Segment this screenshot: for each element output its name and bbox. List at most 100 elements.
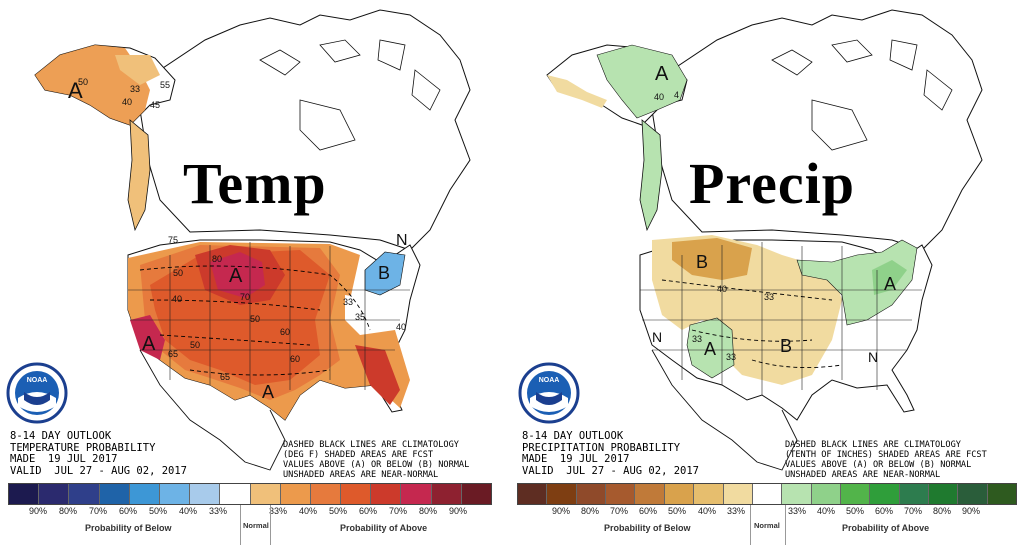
label-a-south: A: [262, 382, 274, 402]
legend-swatch-normal: [752, 484, 783, 504]
svg-text:NOAA: NOAA: [27, 377, 48, 384]
noaa-logo-icon: NOAA: [6, 362, 68, 424]
precip-above-alaska: [596, 44, 688, 119]
legend-swatch-below-33: [190, 484, 221, 504]
temp-notes: DASHED BLACK LINES ARE CLIMATOLOGY (DEG F…: [283, 440, 470, 480]
legend-swatch-above-90b: [461, 484, 491, 504]
svg-text:50: 50: [190, 340, 200, 350]
svg-text:33: 33: [692, 334, 702, 344]
svg-text:40: 40: [396, 322, 406, 332]
precip-caption-normal: Normal: [754, 521, 780, 530]
canada-outline-precip: [651, 9, 983, 251]
legend-swatch-below-70: [576, 484, 607, 504]
legend-swatch-above-40: [811, 484, 841, 504]
label-a-southwest-precip: A: [704, 339, 716, 359]
svg-text:60: 60: [290, 354, 300, 364]
precipitation-map: A A A B B N N 40 33 33 40 33 4: [546, 9, 983, 471]
legend-swatch-above-90b: [987, 484, 1017, 504]
legend-swatch-below-33b: [723, 484, 753, 504]
legend-swatch-above-50: [310, 484, 342, 504]
svg-text:33: 33: [130, 84, 140, 94]
legend-swatch-below-80: [39, 484, 70, 504]
temp-title: Temp: [183, 151, 327, 216]
legend-swatch-above-70: [371, 484, 402, 504]
label-a-southwest: A: [142, 333, 156, 355]
legend-swatch-below-80: [547, 484, 577, 504]
label-a-northeast-precip: A: [884, 274, 896, 294]
temp-legend-bar: [8, 483, 492, 505]
label-a-plains: A: [229, 265, 243, 287]
label-b-northern-plains: B: [696, 252, 708, 272]
temperature-map: A A A A B N 50 40 33 55 45 70 50 40 60 5…: [34, 9, 471, 471]
label-b-southern-plains: B: [780, 336, 792, 356]
legend-swatch-above-70: [899, 484, 930, 504]
temp-above-70-southwest: [130, 315, 165, 360]
legend-swatch-below-50: [129, 484, 160, 504]
precip-below-40: [672, 238, 752, 280]
svg-text:70: 70: [240, 292, 250, 302]
legend-swatch-below-60: [99, 484, 130, 504]
legend-swatch-normal: [220, 484, 251, 504]
temp-caption-above: Probability of Above: [340, 523, 428, 533]
legend-swatch-below-33a: [694, 484, 724, 504]
temp-above-80-core: [210, 252, 265, 298]
legend-swatch-below-60: [606, 484, 636, 504]
label-a-alaska: A: [68, 78, 83, 103]
legend-swatch-above-80: [401, 484, 432, 504]
temp-caption-normal: Normal: [243, 521, 269, 530]
svg-text:33: 33: [343, 297, 353, 307]
legend-swatch-above-90a: [958, 484, 988, 504]
label-b-newengland: B: [378, 263, 390, 283]
svg-text:50: 50: [78, 77, 88, 87]
temperature-outlook-panel: A A A A B N 50 40 33 55 45 70 50 40 60 5…: [0, 0, 505, 555]
svg-text:40: 40: [654, 92, 664, 102]
legend-swatch-above-40: [280, 484, 311, 504]
svg-text:33: 33: [726, 352, 736, 362]
precip-caption-above: Probability of Above: [842, 523, 930, 533]
svg-text:4: 4: [674, 90, 679, 100]
svg-text:60: 60: [280, 327, 290, 337]
legend-swatch-above-80: [929, 484, 959, 504]
noaa-logo-icon: NOAA: [518, 362, 580, 424]
precip-below-alaska-coast: [547, 75, 607, 108]
svg-text:40: 40: [717, 284, 727, 294]
legend-swatch-below-40: [159, 484, 191, 504]
legend-swatch-above-60: [870, 484, 900, 504]
label-a-alaska-precip: A: [655, 63, 669, 85]
svg-text:40: 40: [172, 294, 182, 304]
temp-above-60: [150, 250, 330, 385]
svg-text:40: 40: [122, 97, 132, 107]
legend-swatch-above-33: [782, 484, 812, 504]
temp-legend-ticks: 90% 80% 70% 60% 50% 40% 33% 33% 40% 50% …: [28, 506, 468, 516]
precip-caption-below: Probability of Below: [604, 523, 691, 533]
legend-swatch-below-90: [9, 484, 40, 504]
svg-text:50: 50: [250, 314, 260, 324]
svg-text:65: 65: [220, 372, 230, 382]
temp-outlook-info: 8-14 DAY OUTLOOK TEMPERATURE PROBABILITY M…: [10, 430, 188, 477]
svg-text:65: 65: [168, 349, 178, 359]
svg-text:35: 35: [355, 312, 365, 322]
canada-outline: [139, 9, 471, 251]
svg-text:50: 50: [173, 268, 183, 278]
legend-swatch-above-90a: [431, 484, 462, 504]
svg-text:45: 45: [150, 100, 160, 110]
label-n-northeast: N: [396, 232, 408, 249]
legend-swatch-below-40: [664, 484, 695, 504]
legend-swatch-below-70: [69, 484, 100, 504]
legend-swatch-above-50: [840, 484, 871, 504]
precip-outlook-info: 8-14 DAY OUTLOOK PRECIPITATION PROBABILIT…: [522, 430, 700, 477]
legend-swatch-above-33: [250, 484, 281, 504]
svg-text:NOAA: NOAA: [539, 377, 560, 384]
precip-title: Precip: [689, 151, 855, 216]
svg-text:75: 75: [168, 235, 178, 245]
precip-above-northeast: [796, 239, 918, 326]
precip-legend-bar: [517, 483, 1017, 505]
legend-swatch-below-90: [518, 484, 548, 504]
precip-notes: DASHED BLACK LINES ARE CLIMATOLOGY (TENTH…: [785, 440, 987, 480]
precip-legend-ticks: 90% 80% 70% 60% 50% 40% 33% 33% 40% 50% …: [551, 506, 981, 516]
label-n-southeast: N: [868, 349, 878, 365]
svg-text:55: 55: [160, 80, 170, 90]
svg-text:80: 80: [212, 254, 222, 264]
temp-caption-below: Probability of Below: [85, 523, 172, 533]
label-n-west: N: [652, 329, 662, 345]
